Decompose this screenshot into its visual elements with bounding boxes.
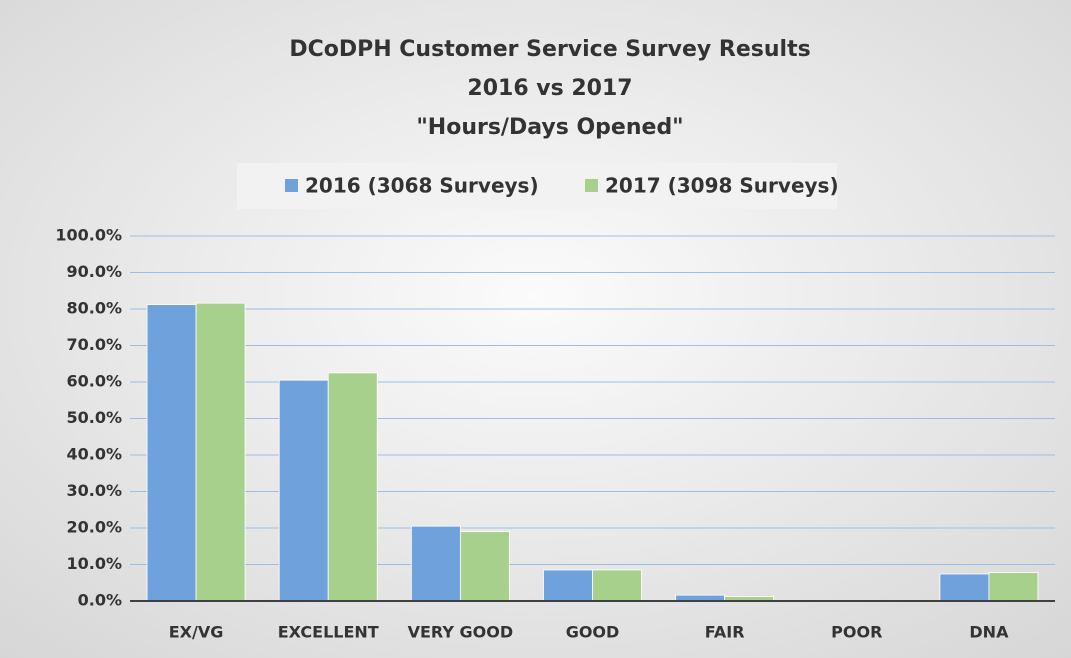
bar	[459, 531, 510, 602]
y-tick-label: 50.0%	[66, 408, 122, 427]
x-tick-label: FAIR	[705, 623, 745, 642]
legend-box	[237, 163, 837, 209]
y-tick-label: 0.0%	[78, 591, 122, 610]
x-tick-label: GOOD	[566, 623, 620, 642]
bar	[146, 304, 197, 602]
x-tick-label: VERY GOOD	[408, 623, 514, 642]
x-tick-label: EX/VG	[169, 623, 224, 642]
y-tick-label: 30.0%	[66, 481, 122, 500]
bar	[939, 573, 990, 602]
bar	[592, 569, 642, 602]
chart-title: "Hours/Days Opened"	[416, 115, 683, 140]
legend-swatch	[285, 179, 298, 192]
bar	[543, 569, 593, 602]
bar	[195, 302, 246, 602]
legend-label: 2016 (3068 Surveys)	[305, 174, 539, 198]
y-tick-label: 20.0%	[66, 518, 122, 537]
bar	[988, 572, 1039, 602]
y-tick-label: 10.0%	[66, 554, 122, 573]
chart-title: DCoDPH Customer Service Survey Results	[289, 37, 810, 62]
bar	[278, 379, 329, 602]
bar	[410, 525, 461, 602]
bar	[327, 372, 378, 602]
y-tick-label: 80.0%	[66, 299, 122, 318]
y-tick-label: 40.0%	[66, 445, 122, 464]
legend-label: 2017 (3098 Surveys)	[605, 174, 839, 198]
y-tick-label: 60.0%	[66, 372, 122, 391]
y-tick-label: 90.0%	[66, 262, 122, 281]
x-tick-label: POOR	[831, 623, 882, 642]
y-tick-label: 100.0%	[55, 226, 122, 245]
legend-swatch	[585, 179, 598, 192]
y-tick-label: 70.0%	[66, 335, 122, 354]
x-tick-label: EXCELLENT	[278, 623, 379, 642]
x-tick-label: DNA	[969, 623, 1009, 642]
chart-title: 2016 vs 2017	[467, 76, 632, 101]
